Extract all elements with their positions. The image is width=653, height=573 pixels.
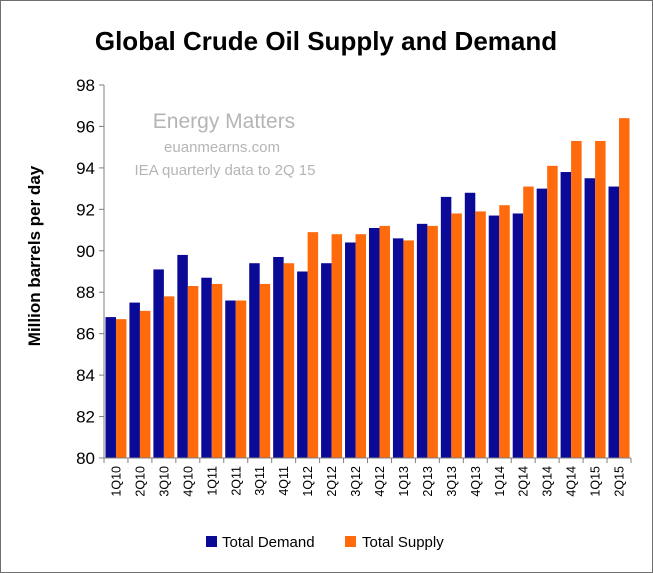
bar-total-demand-3q11 [249,263,260,458]
legend-swatch-total-supply [345,536,356,547]
y-tick-label: 90 [76,242,95,261]
bar-total-demand-1q13 [392,238,404,458]
bar-total-supply-3q10 [163,296,175,458]
legend-label-total-demand: Total Demand [222,534,315,551]
y-tick-label: 94 [76,159,95,178]
x-tick-label: 4Q11 [277,466,291,496]
bar-total-demand-2q12 [321,263,332,458]
bar-total-supply-4q12 [379,225,390,458]
bar-total-demand-2q11 [225,300,236,458]
bar-total-supply-1q12 [307,232,319,458]
bar-total-supply-1q15 [595,140,606,458]
bar-total-supply-3q14 [547,165,558,458]
x-tick-label: 1Q12 [301,466,315,497]
y-tick-label: 98 [76,76,95,95]
bar-total-supply-4q10 [187,286,199,458]
bar-total-demand-2q10 [129,302,140,458]
bar-total-supply-2q12 [331,234,343,458]
x-tick-label: 2Q11 [229,466,243,496]
y-tick-label: 96 [76,117,95,136]
bar-total-supply-4q13 [475,211,486,458]
legend: Total Demand Total Supply [206,534,444,551]
bar-total-demand-3q10 [153,269,164,458]
y-tick-label: 80 [76,449,95,468]
x-tick-label: 1Q14 [493,466,507,497]
watermark-note: IEA quarterly data to 2Q 15 [135,162,316,179]
bar-total-supply-1q10 [115,319,127,458]
chart-title: Global Crude Oil Supply and Demand [95,26,557,56]
bar-total-demand-2q14 [512,213,524,458]
bar-total-supply-3q12 [355,234,367,458]
x-tick-label: 4Q13 [469,466,483,497]
bar-total-supply-1q14 [499,205,510,458]
watermark-site: euanmearns.com [164,139,280,156]
bar-total-demand-2q13 [416,223,428,458]
bar-total-supply-1q11 [211,283,223,458]
bar-total-supply-4q14 [571,140,582,458]
bar-total-supply-3q11 [259,283,271,458]
bar-total-supply-2q14 [523,186,534,459]
bar-total-demand-4q13 [464,192,476,458]
x-tick-label: 1Q13 [397,466,411,497]
legend-label-total-supply: Total Supply [362,534,444,551]
bar-total-supply-2q15 [619,118,630,458]
bars-group [105,118,630,459]
x-tick-label: 1Q11 [205,466,219,496]
x-tick-label: 3Q12 [349,466,363,497]
bar-total-demand-1q12 [297,271,308,458]
bar-total-demand-4q12 [368,227,380,458]
x-tick-label: 4Q10 [181,466,195,497]
bar-total-supply-2q11 [235,300,247,458]
x-tick-label: 2Q10 [133,466,147,497]
x-tick-label: 4Q14 [565,466,579,497]
y-axis-label: Million barrels per day [25,165,44,346]
bar-total-demand-1q11 [201,277,212,458]
y-tick-label: 86 [76,325,95,344]
x-tick-label: 3Q13 [445,466,459,497]
x-tick-label: 3Q14 [541,466,555,497]
y-axis: 80 82 84 86 88 90 92 94 96 98 [76,76,105,468]
x-axis: 1Q10 2Q10 3Q10 4Q10 1Q11 2Q11 3Q11 4Q11 1Q12 2Q12… [103,457,632,497]
x-tick-label: 2Q14 [517,466,531,497]
bar-total-demand-1q15 [584,178,596,458]
bar-total-supply-2q10 [139,310,151,458]
x-tick-label: 1Q10 [109,466,123,497]
bar-total-demand-1q10 [105,317,116,458]
bar-total-demand-3q14 [536,188,548,459]
bar-total-demand-1q14 [488,215,500,458]
bar-total-supply-3q13 [451,213,462,458]
bar-total-demand-4q11 [273,256,284,458]
bar-total-demand-2q15 [608,186,620,459]
bar-total-demand-3q12 [345,242,356,458]
watermark-title: Energy Matters [153,110,295,133]
x-tick-label: 2Q15 [613,466,627,497]
bar-total-supply-1q13 [403,240,414,458]
y-tick-label: 82 [76,408,95,427]
bar-total-demand-4q14 [560,172,572,458]
bar-total-demand-4q10 [177,254,188,458]
x-tick-label: 2Q13 [421,466,435,497]
legend-swatch-total-demand [206,536,217,547]
x-tick-label: 3Q11 [253,466,267,496]
y-tick-label: 88 [76,283,95,302]
bar-total-supply-4q11 [283,263,295,458]
bar-total-demand-3q13 [440,196,452,458]
bar-total-supply-2q13 [427,225,438,458]
x-tick-label: 1Q15 [589,466,603,497]
x-tick-label: 3Q10 [157,466,171,497]
y-tick-label: 84 [76,366,95,385]
watermark-group: Energy Matters euanmearns.com IEA quarte… [135,110,316,179]
x-tick-label: 2Q12 [325,466,339,497]
x-tick-label: 4Q12 [373,466,387,497]
y-tick-label: 92 [76,200,95,219]
